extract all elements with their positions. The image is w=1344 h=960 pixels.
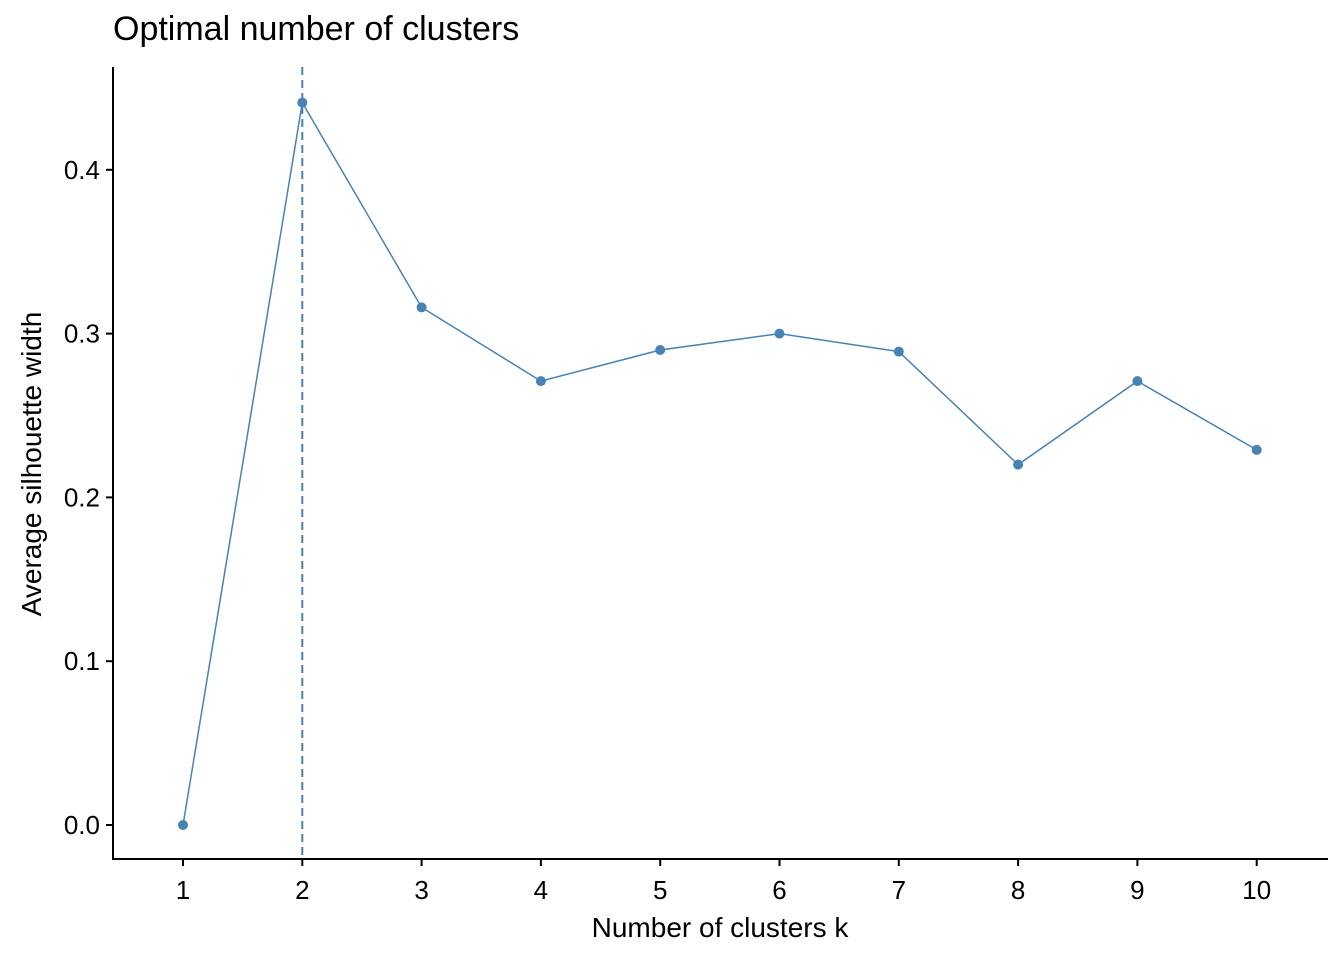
data-point [297,97,308,108]
x-tick-label: 9 [1130,875,1144,905]
data-point [535,376,546,387]
data-point [1132,376,1143,387]
data-point [1251,444,1262,455]
data-point [655,344,666,355]
y-tick-label: 0.4 [64,155,100,185]
data-point [1013,459,1024,470]
series-line [182,100,1258,826]
data-point [893,346,904,357]
y-tick-label: 0.0 [64,810,100,840]
y-tick-label: 0.3 [64,319,100,349]
x-tick-label: 8 [1011,875,1025,905]
x-tick-label: 7 [892,875,906,905]
data-point [416,302,427,313]
x-tick-label: 3 [414,875,428,905]
data-point [178,820,188,830]
x-tick-label: 4 [534,875,548,905]
x-tick-label: 2 [295,875,309,905]
x-tick-label: 5 [653,875,667,905]
y-tick-label: 0.2 [64,482,100,512]
chart-title: Optimal number of clusters [113,10,520,48]
x-tick-label: 10 [1242,875,1271,905]
data-point [774,328,785,339]
x-axis-label: Number of clusters k [591,912,849,943]
x-tick-label: 6 [772,875,786,905]
x-tick-label: 1 [176,875,190,905]
y-tick-label: 0.1 [64,646,100,676]
